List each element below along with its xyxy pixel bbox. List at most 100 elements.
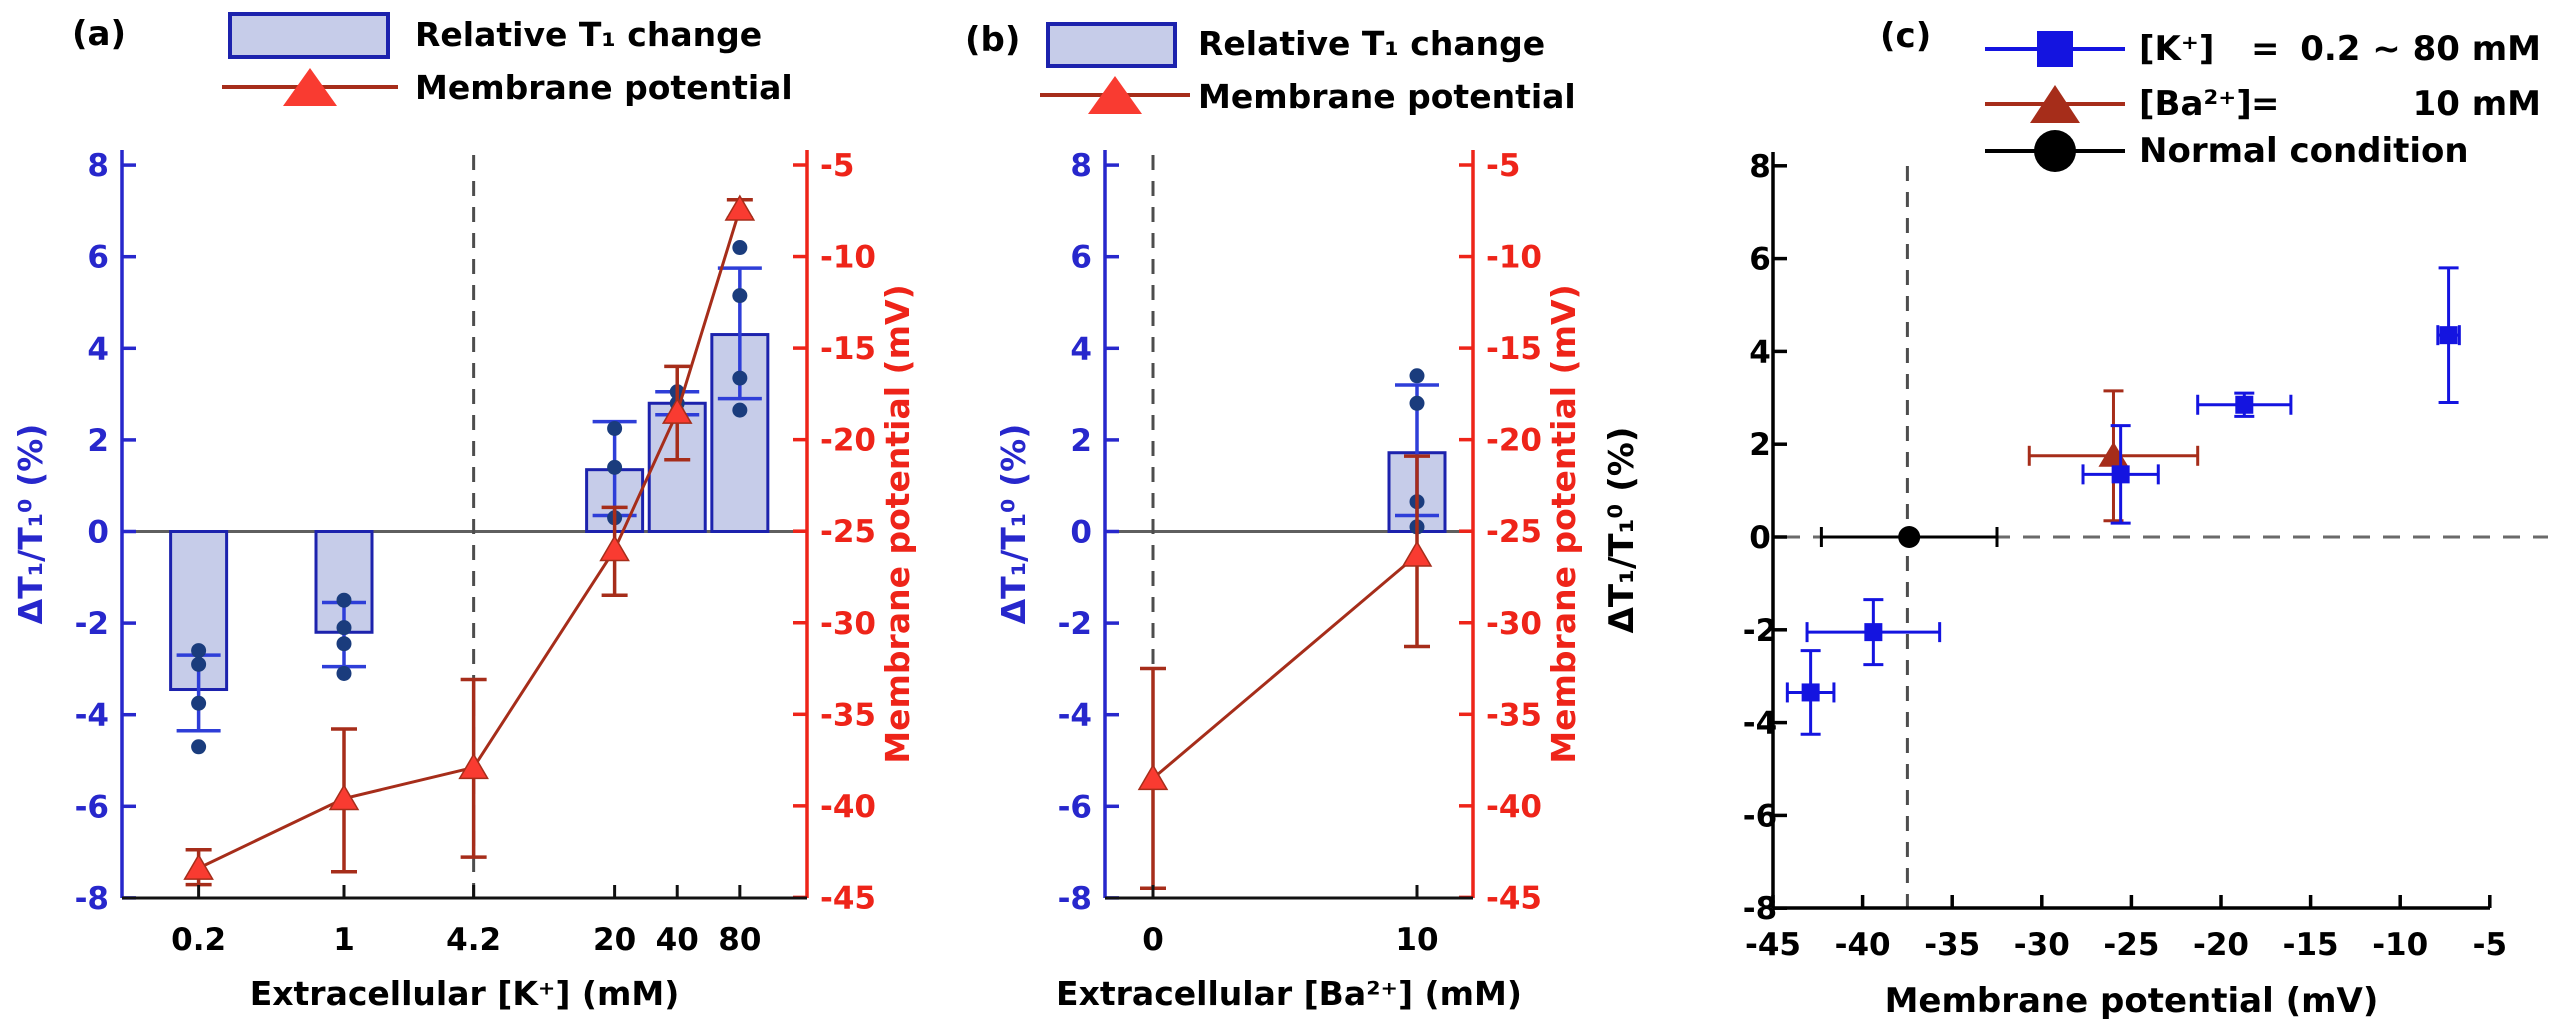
- svg-text:0.2: 0.2: [171, 922, 226, 958]
- svg-text:-8: -8: [75, 881, 109, 917]
- svg-text:-6: -6: [1743, 798, 1777, 834]
- svg-text:-4: -4: [1058, 698, 1092, 734]
- svg-text:1: 1: [333, 922, 355, 958]
- svg-text:-40: -40: [1835, 927, 1891, 963]
- svg-text:-10: -10: [820, 240, 876, 276]
- membrane-potential-line: [183, 194, 756, 887]
- svg-text:Extracellular [K⁺] (mM): Extracellular [K⁺] (mM): [250, 974, 680, 1013]
- legend-b-triangle-marker-icon: [1040, 76, 1190, 114]
- svg-b-plot: 8 6 4 2 0 -2 -4 -6 -8 -5 -10 -15 -20 -25 -30 -35 -40 -45 0…: [994, 148, 1583, 1013]
- svg-text:-20: -20: [1486, 423, 1542, 459]
- svg-text:2: 2: [87, 423, 109, 459]
- svg-text:-6: -6: [75, 789, 109, 825]
- svg-text:-20: -20: [2193, 927, 2249, 963]
- svg-text:6: 6: [87, 240, 109, 276]
- svg-text:-5: -5: [820, 148, 854, 184]
- svg-text:0: 0: [87, 515, 109, 551]
- svg-text:-35: -35: [820, 697, 876, 733]
- svg-text:4: 4: [1749, 334, 1771, 370]
- legend-a-triangle-marker-icon: [222, 68, 398, 106]
- svg-text:6: 6: [1070, 240, 1092, 276]
- svg-text:4.2: 4.2: [446, 922, 501, 958]
- svg-text:ΔT₁/T₁⁰ (%): ΔT₁/T₁⁰ (%): [994, 424, 1033, 625]
- svg-text:-40: -40: [820, 789, 876, 825]
- svg-text:40: 40: [656, 922, 699, 958]
- legend-c-ba-name: [Ba²⁺]: [2139, 84, 2252, 124]
- svg-text:-30: -30: [1486, 606, 1542, 642]
- svg-text:ΔT₁/T₁⁰ (%): ΔT₁/T₁⁰ (%): [11, 424, 50, 625]
- legend-a-bar-swatch-icon: [228, 12, 390, 59]
- bars: [169, 240, 770, 755]
- svg-text:2: 2: [1070, 423, 1092, 459]
- legend-c-k-eq: =: [2251, 29, 2280, 69]
- legend-a-line-label: Membrane potential: [415, 68, 793, 107]
- svg-text:0: 0: [1749, 520, 1771, 556]
- svg-text:-8: -8: [1058, 881, 1092, 917]
- svg-text:Membrane potential (mV): Membrane potential (mV): [1885, 981, 2379, 1021]
- legend-c-row-ba: [Ba²⁺] = 10 mM: [1985, 82, 2541, 126]
- svg-text:-5: -5: [2473, 927, 2507, 963]
- svg-text:-40: -40: [1486, 789, 1542, 825]
- legend-c-row-k: [K⁺] = 0.2 ~ 80 mM: [1985, 27, 2541, 71]
- legend-c-circle-marker-icon: [1985, 130, 2125, 172]
- svg-text:ΔT₁/T₁⁰ (%): ΔT₁/T₁⁰ (%): [1602, 427, 1642, 634]
- svg-text:-15: -15: [2283, 927, 2339, 963]
- svg-text:-4: -4: [1743, 706, 1777, 742]
- svg-text:Membrane potential (mV): Membrane potential (mV): [1544, 284, 1583, 763]
- svg-text:-15: -15: [1486, 331, 1542, 367]
- legend-a-bar-label: Relative T₁ change: [415, 15, 763, 54]
- svg-text:-25: -25: [2103, 927, 2159, 963]
- panel-c-label: (c): [1880, 16, 1932, 56]
- series-triangle: [2027, 389, 2200, 523]
- svg-text:-15: -15: [820, 331, 876, 367]
- series-square: [1785, 266, 2461, 736]
- panel-a-chart: 86420-2-4-6-8-5-10-15-20-25-30-35-40-450…: [11, 148, 917, 1013]
- svg-text:-25: -25: [820, 514, 876, 550]
- svg-text:0: 0: [1070, 515, 1092, 551]
- svg-text:-30: -30: [2014, 927, 2070, 963]
- svg-text:-35: -35: [1924, 927, 1980, 963]
- svg-text:4: 4: [1070, 331, 1092, 367]
- series-circle: [1819, 526, 1999, 548]
- svg-text:-30: -30: [820, 606, 876, 642]
- svg-text:6: 6: [1749, 242, 1771, 278]
- legend-b-bar-label: Relative T₁ change: [1198, 24, 1546, 63]
- svg-text:20: 20: [593, 922, 636, 958]
- legend-c-triangle-marker-icon: [1985, 85, 2125, 123]
- axes: 86420-2-4-6-8-5-10-15-20-25-30-35-40-450…: [11, 148, 917, 1013]
- legend-c-k-value: 0.2 ~ 80 mM: [2300, 29, 2541, 69]
- svg-text:-10: -10: [2372, 927, 2428, 963]
- panel-a-label: (a): [72, 14, 127, 54]
- svg-text:-20: -20: [820, 423, 876, 459]
- svg-text:-6: -6: [1058, 789, 1092, 825]
- svg-text:-2: -2: [75, 606, 109, 642]
- svg-text:2: 2: [1749, 427, 1771, 463]
- panel-b-label: (b): [965, 20, 1021, 60]
- svg-text:80: 80: [718, 922, 761, 958]
- legend-c-square-marker-icon: [1985, 31, 2125, 67]
- legend-c-ba-eq: =: [2251, 84, 2280, 124]
- svg-text:8: 8: [1070, 148, 1092, 184]
- svg-text:8: 8: [87, 148, 109, 184]
- svg-text:-45: -45: [1745, 927, 1801, 963]
- legend-c-ba-value: 10 mM: [2412, 84, 2541, 124]
- svg-text:Extracellular [Ba²⁺] (mM): Extracellular [Ba²⁺] (mM): [1056, 974, 1522, 1013]
- svg-text:-25: -25: [1486, 514, 1542, 550]
- svg-text:-10: -10: [1486, 240, 1542, 276]
- svg-text:-2: -2: [1058, 606, 1092, 642]
- legend-b-line-label: Membrane potential: [1198, 77, 1576, 116]
- svg-text:-4: -4: [75, 698, 109, 734]
- svg-a-plot: 86420-2-4-6-8-5-10-15-20-25-30-35-40-450…: [11, 148, 917, 1013]
- svg-text:10: 10: [1395, 922, 1438, 958]
- svg-text:-5: -5: [1486, 148, 1520, 184]
- membrane-potential-line: [1137, 454, 1433, 890]
- svg-text:0: 0: [1142, 922, 1164, 958]
- svg-text:Membrane potential (mV): Membrane potential (mV): [878, 284, 917, 763]
- legend-c-k-name: [K⁺]: [2139, 29, 2215, 69]
- svg-text:-45: -45: [1486, 880, 1542, 916]
- legend-c-normal-name: Normal condition: [2139, 131, 2469, 171]
